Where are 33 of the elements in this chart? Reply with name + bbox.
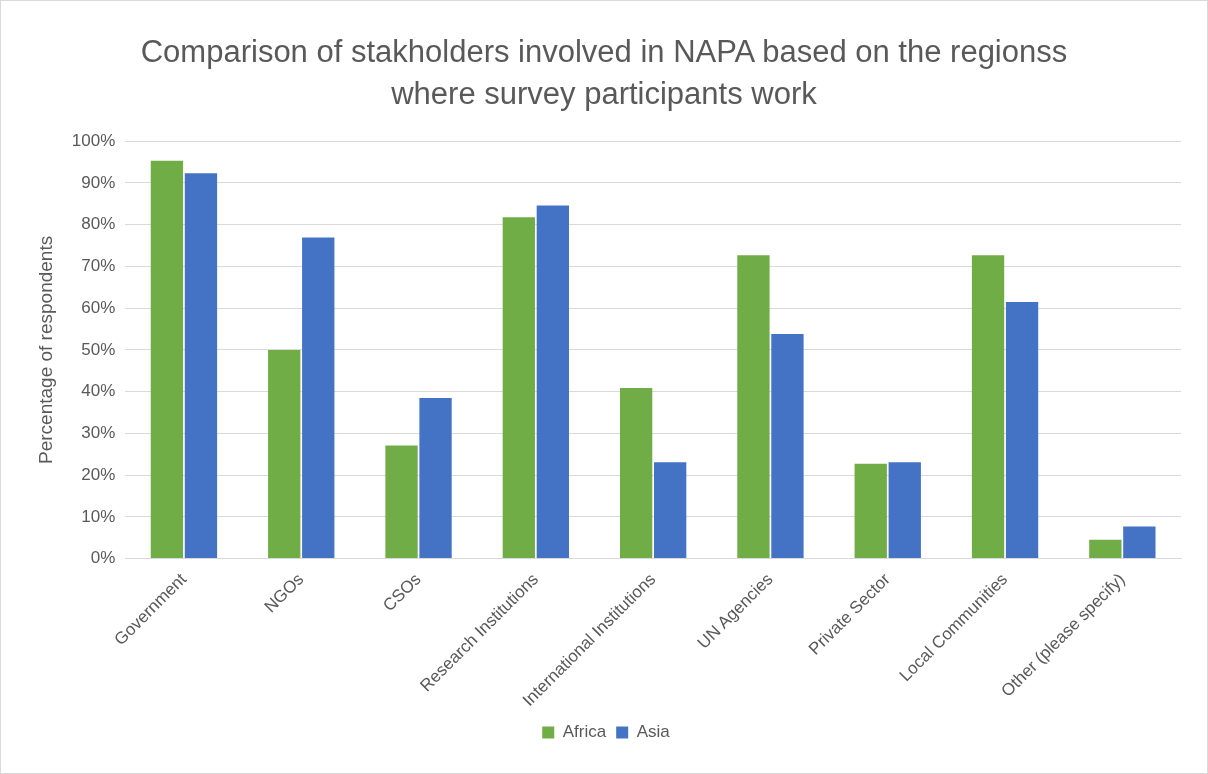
- y-tick-label: 20%: [81, 464, 116, 484]
- bar: [737, 255, 770, 559]
- y-tick-label: 50%: [81, 339, 116, 359]
- bar: [268, 349, 301, 559]
- legend-label: Asia: [636, 722, 671, 742]
- chart-title: Comparison of stakholders involved in NAPA based on the regionss where survey participants work: [139, 33, 1069, 113]
- y-tick-label: 30%: [81, 423, 116, 443]
- y-tick-label: 40%: [81, 381, 116, 401]
- legend-label: Africa: [562, 722, 607, 742]
- bar: [619, 387, 653, 559]
- bar: [854, 463, 887, 559]
- bar: [385, 445, 418, 559]
- bar: [888, 462, 921, 559]
- bar: [1123, 526, 1156, 559]
- bar: [971, 255, 1005, 559]
- bar: [536, 205, 570, 559]
- y-axis-title: Percentage of respondents: [34, 235, 56, 464]
- y-tick-label: 90%: [81, 172, 116, 192]
- y-tick-label: 60%: [81, 297, 116, 317]
- bar: [150, 160, 184, 559]
- bar: [653, 462, 687, 559]
- bar: [302, 237, 335, 559]
- bar: [1005, 301, 1039, 559]
- y-tick-label: 80%: [81, 214, 116, 234]
- y-tick-label: 100%: [71, 130, 116, 150]
- bar: [771, 334, 804, 559]
- bar: [1089, 539, 1122, 559]
- y-tick-label: 0%: [90, 548, 116, 568]
- bar: [184, 173, 218, 559]
- bar: [502, 217, 535, 559]
- bar: [419, 397, 452, 559]
- y-tick-label: 70%: [81, 256, 116, 276]
- y-tick-label: 10%: [81, 506, 116, 526]
